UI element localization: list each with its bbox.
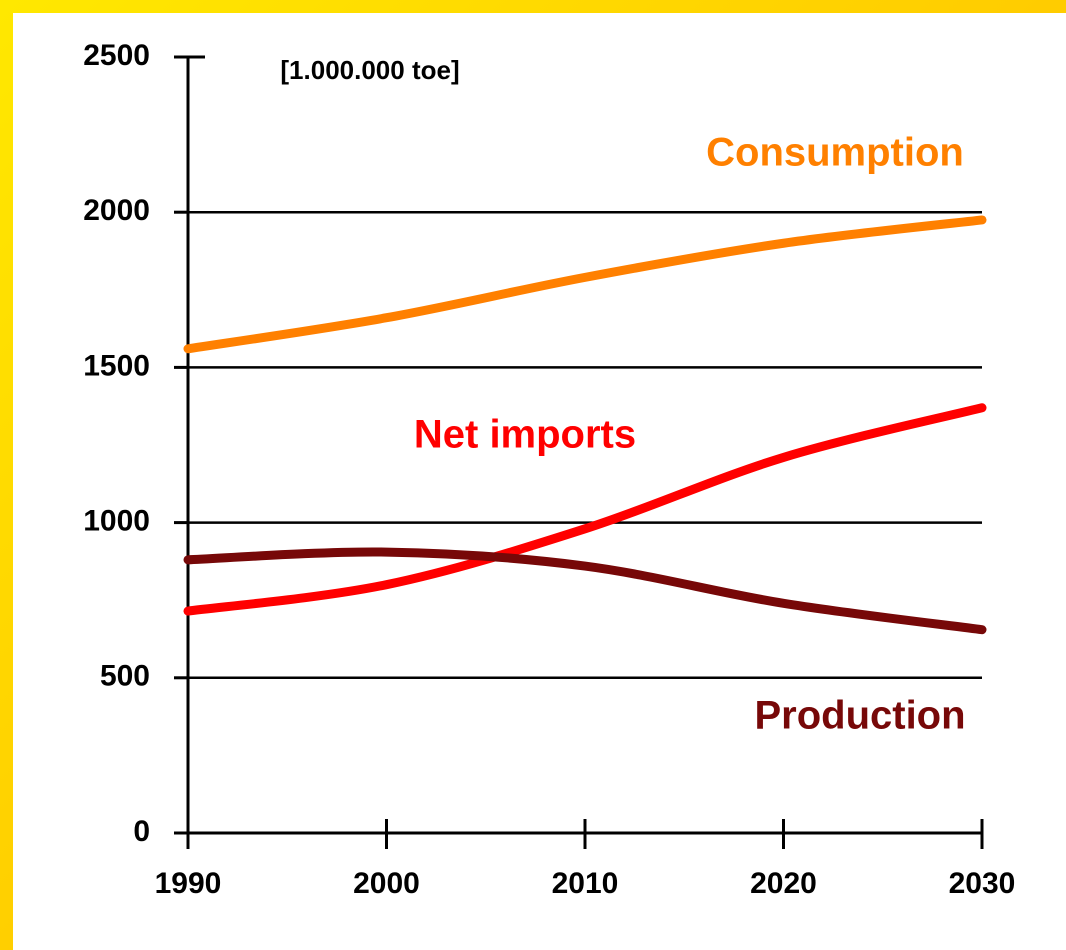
x-tick-label: 2000: [353, 867, 420, 900]
series-label: Net imports: [414, 413, 636, 457]
x-tick-label: 2030: [949, 867, 1016, 900]
x-tick-label: 1990: [155, 867, 222, 900]
y-tick-label: 500: [100, 660, 150, 693]
series-label: Consumption: [706, 131, 964, 175]
y-tick-label: 2500: [83, 39, 150, 72]
y-tick-label: 2000: [83, 194, 150, 227]
x-tick-label: 2010: [552, 867, 619, 900]
series-label: Production: [754, 694, 965, 738]
series-line: [183, 215, 987, 354]
x-tick-label: 2020: [750, 867, 817, 900]
y-tick-label: 0: [133, 815, 150, 848]
y-tick-label: 1500: [83, 349, 150, 382]
series-line: [183, 403, 987, 616]
unit-label: [1.000.000 toe]: [280, 55, 459, 85]
series-line: [183, 547, 987, 635]
y-tick-label: 1000: [83, 505, 150, 538]
